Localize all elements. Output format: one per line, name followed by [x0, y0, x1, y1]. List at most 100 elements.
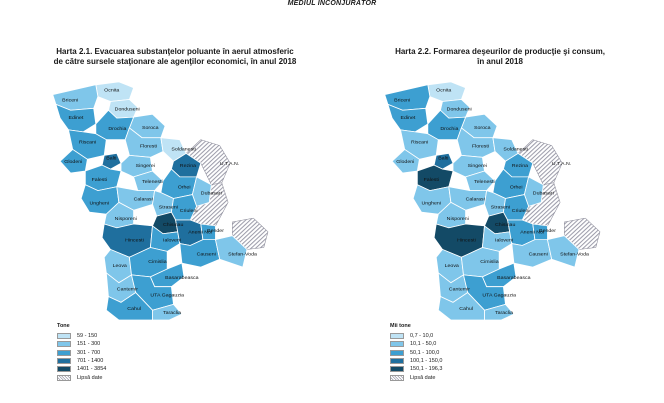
legend-label: 59 - 150: [77, 333, 98, 340]
region-label: Glodeni: [64, 159, 82, 165]
nodata-map-label: U.T.A.N.: [552, 161, 571, 167]
region-riscani: [399, 129, 439, 160]
region-label: Edinet: [401, 115, 416, 121]
map1-title-line1: Harta 2.1. Evacuarea substanţelor poluan…: [56, 47, 294, 56]
legend-swatch: [390, 349, 404, 356]
legend-item-nodata: Lipsă date: [390, 373, 442, 381]
map2-title-line2: în anul 2018: [477, 57, 523, 66]
region-label: Basarabeasca: [165, 275, 199, 281]
region-cahul: [437, 292, 485, 321]
legend-label: 150,1 - 196,3: [410, 366, 443, 373]
region-label: Criuleni: [512, 208, 530, 214]
legend-swatch: [390, 333, 404, 340]
legend-label: 151 - 300: [77, 341, 101, 348]
legend-item-nodata: Lipsă date: [57, 373, 106, 381]
region-label: Floresti: [472, 144, 489, 150]
region-label: Drochia: [440, 126, 458, 132]
legend-swatch: [390, 358, 404, 365]
legend-label: 100,1 - 150,0: [410, 358, 443, 365]
region-label: Cahul: [459, 306, 473, 312]
map2-title: Harta 2.2. Formarea deşeurilor de produc…: [360, 47, 640, 67]
nodata-region: [517, 139, 563, 186]
region-label: Balti: [438, 155, 448, 161]
legend-item: 150,1 - 196,3: [390, 365, 442, 373]
region-label: Rezina: [512, 163, 528, 169]
region-label: Anenii Noi: [520, 230, 544, 236]
region-label: Hincesti: [125, 238, 144, 244]
nodata-map-label: U.T.A.N.: [220, 161, 239, 167]
region-riscani: [67, 129, 107, 160]
legend-item: 701 - 1400: [57, 357, 106, 365]
region-label: Anenii Noi: [188, 230, 212, 236]
region-label: Stefan-Voda: [560, 251, 589, 257]
region-label: Soldanesti: [503, 147, 527, 153]
region-label: Stefan-Voda: [228, 251, 257, 257]
region-label: Orhei: [510, 185, 523, 191]
region-label: UTA Gagauzia: [150, 293, 184, 299]
legend-swatch: [57, 349, 71, 356]
region-label: Hincesti: [457, 238, 476, 244]
region-bender: [532, 223, 548, 241]
region-label: UTA Gagauzia: [482, 293, 516, 299]
region-cahul: [105, 292, 153, 321]
region-label: Singerei: [468, 163, 487, 169]
legend-label: 701 - 1400: [77, 358, 104, 365]
legend-item: 151 - 300: [57, 340, 106, 348]
region-label: Floresti: [140, 144, 157, 150]
region-label: Soroca: [142, 125, 159, 131]
legend-swatch: [390, 341, 404, 348]
region-label: Dubasari: [533, 191, 554, 197]
region-label: Drochia: [108, 126, 126, 132]
region-label: Ocnita: [104, 88, 119, 94]
region-label: Ungheni: [422, 201, 441, 207]
region-bender: [200, 223, 216, 241]
region-label: Donduseni: [447, 106, 472, 112]
legend-item: 59 - 150: [57, 332, 106, 340]
region-label: Soroca: [474, 125, 491, 131]
region-label: Bender: [539, 228, 556, 234]
legend-item: 1401 - 3854: [57, 365, 106, 373]
region-label: Cantemir: [449, 287, 471, 293]
region-label: Edinet: [69, 115, 84, 121]
region-label: Calarasi: [466, 197, 485, 203]
region-label: Leova: [113, 263, 127, 269]
legend-label: 10,1 - 50,0: [410, 341, 437, 348]
region-label: Leova: [445, 263, 459, 269]
region-glodeni: [59, 148, 88, 174]
legend-item: 100,1 - 150,0: [390, 357, 442, 365]
legend-item: 301 - 700: [57, 349, 106, 357]
region-label: Balti: [106, 155, 116, 161]
region-label: Dubasari: [201, 191, 222, 197]
region-dubasari: [523, 176, 544, 207]
region-edinet: [387, 103, 429, 133]
legend-label: Lipsă date: [77, 374, 103, 381]
legend-item: 0,7 - 10,0: [390, 332, 442, 340]
map1-choropleth: U.T.A.N. Ocnita Briceni Donduseni Edinet Soro…: [52, 81, 269, 321]
legend-item: 10,1 - 50,0: [390, 340, 442, 348]
region-label: Ialoveni: [163, 238, 181, 244]
region-label: Donduseni: [115, 106, 140, 112]
region-balti: [433, 152, 454, 170]
region-label: Falesti: [424, 177, 439, 183]
map2-legend: Mii tone 0,7 - 10,0 10,1 - 50,0 50,1 - 1…: [390, 323, 442, 382]
region-label: Basarabeasca: [497, 275, 531, 281]
page-header: MEDIUL ÎNCONJURĂTOR: [287, 0, 377, 7]
region-label: Ocnita: [436, 88, 451, 94]
region-label: Glodeni: [396, 159, 414, 165]
region-label: Ungheni: [89, 201, 108, 207]
region-label: Telenesti: [142, 179, 163, 185]
map2-title-line1: Harta 2.2. Formarea deşeurilor de produc…: [395, 47, 605, 56]
hatch-swatch: [57, 374, 71, 381]
region-telenesti: [465, 170, 496, 192]
region-label: Taraclia: [495, 310, 513, 316]
region-label: Nisporeni: [115, 216, 137, 222]
region-dubasari: [191, 176, 212, 207]
region-label: Singerei: [136, 163, 155, 169]
region-label: Bender: [207, 228, 224, 234]
region-label: Taraclia: [163, 310, 181, 316]
legend-item: 50,1 - 100,0: [390, 349, 442, 357]
legend-label: 0,7 - 10,0: [410, 333, 434, 340]
legend-swatch: [57, 358, 71, 365]
region-label: Cimislia: [148, 259, 167, 265]
region-label: Telenesti: [474, 179, 495, 185]
